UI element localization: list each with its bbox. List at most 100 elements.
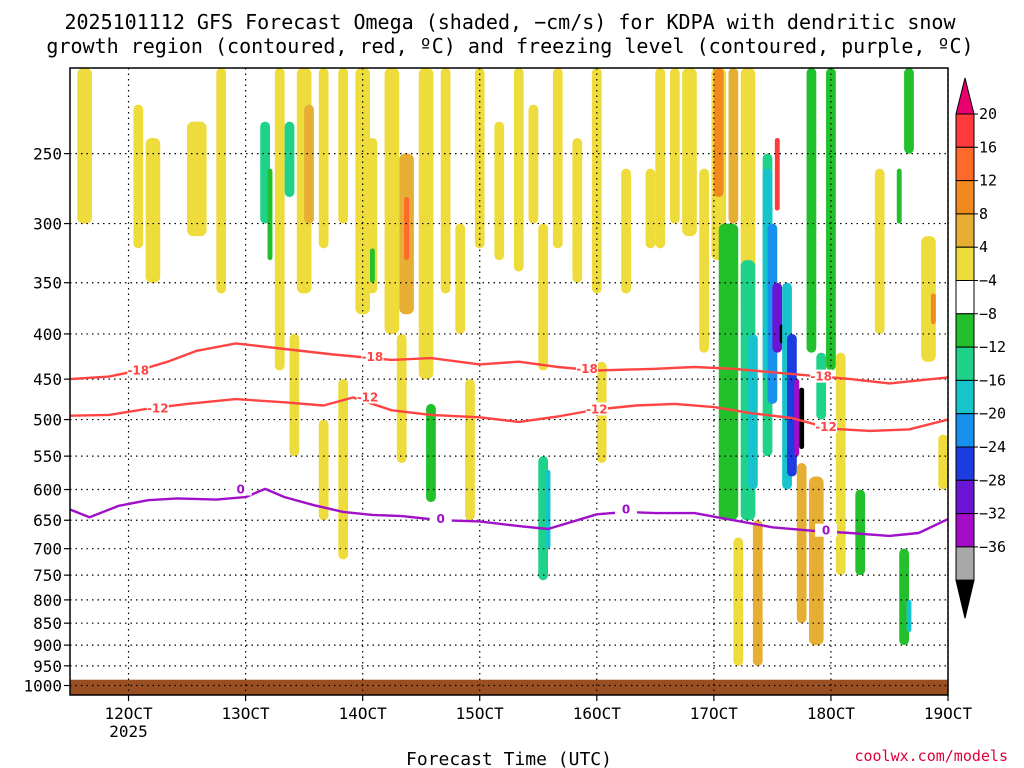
omega-cell-77 <box>930 293 936 325</box>
contour--12C <box>69 396 949 433</box>
omega-cell-8 <box>284 121 295 198</box>
watermark-text: coolwx.com/models <box>854 747 1008 765</box>
omega-cell-75 <box>904 68 914 154</box>
omega-shading <box>77 68 948 666</box>
colorbar-label-1: 16 <box>979 138 997 156</box>
omega-cell-43 <box>682 68 697 237</box>
ytick-label-900: 900 <box>33 636 62 655</box>
omega-cell-37 <box>591 68 602 294</box>
omega-cell-35 <box>552 68 563 249</box>
contour-label--12C-2: -12 <box>586 402 608 416</box>
contour-label-bg--12C-2 <box>585 402 608 416</box>
ytick-label-950: 950 <box>33 657 62 676</box>
omega-cell-34 <box>545 469 551 549</box>
colorbar-label-0: 20 <box>979 105 997 123</box>
colorbar-label-2: 12 <box>979 172 997 190</box>
omega-cell-11 <box>304 104 314 224</box>
ytick-label-550: 550 <box>33 447 62 466</box>
omega-cell-22 <box>404 197 410 261</box>
colorbar-segment-0 <box>955 113 975 148</box>
ground-terrain <box>70 679 948 695</box>
omega-cell-66 <box>808 476 824 646</box>
colorbar-segment-10 <box>955 446 975 481</box>
omega-cell-58 <box>774 137 780 211</box>
colorbar-label-8: −16 <box>979 371 1006 389</box>
omega-cell-50 <box>740 68 756 315</box>
omega-cell-39 <box>621 168 631 294</box>
colorbar-segment-5 <box>955 280 975 315</box>
omega-cell-28 <box>474 68 485 249</box>
omega-cell-20 <box>396 333 407 464</box>
contour-label--18C-1: -18 <box>362 350 384 364</box>
contour-label-bg-0C-1 <box>429 512 452 526</box>
colorbar-label-3: 8 <box>979 205 988 223</box>
contour-label--12C-1: -12 <box>357 390 379 404</box>
omega-cell-52 <box>748 333 758 490</box>
xtick-label-17OCT: 17OCT <box>690 704 739 723</box>
ytick-label-250: 250 <box>33 145 62 164</box>
ytick-label-400: 400 <box>33 325 62 344</box>
ytick-label-700: 700 <box>33 540 62 559</box>
omega-cell-1 <box>133 104 144 249</box>
contour-label-bg--18C-3 <box>810 369 833 383</box>
ground-fill <box>70 679 948 695</box>
omega-cell-15 <box>338 68 349 224</box>
contour-label-bg-0C-2 <box>615 502 638 516</box>
omega-cell-44 <box>699 168 709 353</box>
contour-label-bg-0C-3 <box>815 523 838 537</box>
contour-label-0C-3: 0 <box>822 524 830 538</box>
omega-cell-36 <box>572 137 583 283</box>
omega-cell-12 <box>318 68 329 249</box>
contour-label--18C-3: -18 <box>810 370 832 384</box>
contour-label--12C-0: -12 <box>147 402 169 416</box>
chart-title-line-1: 2025101112 GFS Forecast Omega (shaded, −… <box>64 10 956 34</box>
omega-cell-70 <box>855 489 866 576</box>
colorbar-segment-3 <box>955 213 975 248</box>
ytick-label-1000: 1000 <box>23 677 62 696</box>
omega-cell-48 <box>728 68 739 224</box>
omega-cell-49 <box>733 537 744 666</box>
xtick-label-18OCT: 18OCT <box>807 704 856 723</box>
omega-cell-18 <box>369 248 375 283</box>
omega-cell-47 <box>718 223 739 521</box>
colorbar-segment-1 <box>955 146 975 182</box>
xtick-label-19OCT: 19OCT <box>924 704 973 723</box>
omega-cell-78 <box>938 434 948 490</box>
omega-cell-62 <box>794 379 800 457</box>
omega-cell-7 <box>274 68 285 371</box>
ytick-label-800: 800 <box>33 591 62 610</box>
omega-cell-2 <box>145 137 161 283</box>
omega-cell-32 <box>538 223 549 371</box>
ytick-label-450: 450 <box>33 370 62 389</box>
omega-cell-53 <box>752 520 763 666</box>
grid-lines <box>70 68 949 695</box>
ytick-label-750: 750 <box>33 566 62 585</box>
chart-title-line-2: growth region (contoured, red, ºC) and f… <box>46 34 973 58</box>
colorbar-segment-8 <box>955 379 975 415</box>
plot-frame <box>69 67 949 696</box>
colorbar-label-10: −24 <box>979 438 1006 456</box>
colorbar-segment-13 <box>955 546 975 581</box>
omega-cell-13 <box>318 419 329 521</box>
contour-label-bg--12C-1 <box>356 390 379 404</box>
colorbar-label-9: −20 <box>979 405 1006 423</box>
contour--18C <box>69 342 949 385</box>
colorbar-label-13: −36 <box>979 538 1006 556</box>
omega-cell-26 <box>455 223 466 334</box>
xtick-sublabel-12OCT: 2025 <box>109 722 148 741</box>
pressure-axis: 250 300 350 400 450 500 550 600 650 700 750 800 850 9… <box>23 145 70 696</box>
omega-cell-64 <box>796 463 807 624</box>
contour-label-bg--12C-0 <box>146 401 169 415</box>
colorbar: 20 16 12 8 4 −4 −8 −12 −16 −20 −24 −28 −32 −36 <box>955 77 1006 619</box>
omega-cell-65 <box>806 68 817 353</box>
xtick-label-16OCT: 16OCT <box>573 704 622 723</box>
omega-cell-76 <box>921 236 936 362</box>
contour-label--18C-0: -18 <box>127 364 149 378</box>
omega-cell-24 <box>426 403 436 503</box>
contour-label-bg--18C-0 <box>127 363 150 377</box>
colorbar-label-4: 4 <box>979 238 988 256</box>
ytick-label-350: 350 <box>33 274 62 293</box>
omega-cell-16 <box>355 68 370 315</box>
colorbar-segment-12 <box>955 513 975 548</box>
